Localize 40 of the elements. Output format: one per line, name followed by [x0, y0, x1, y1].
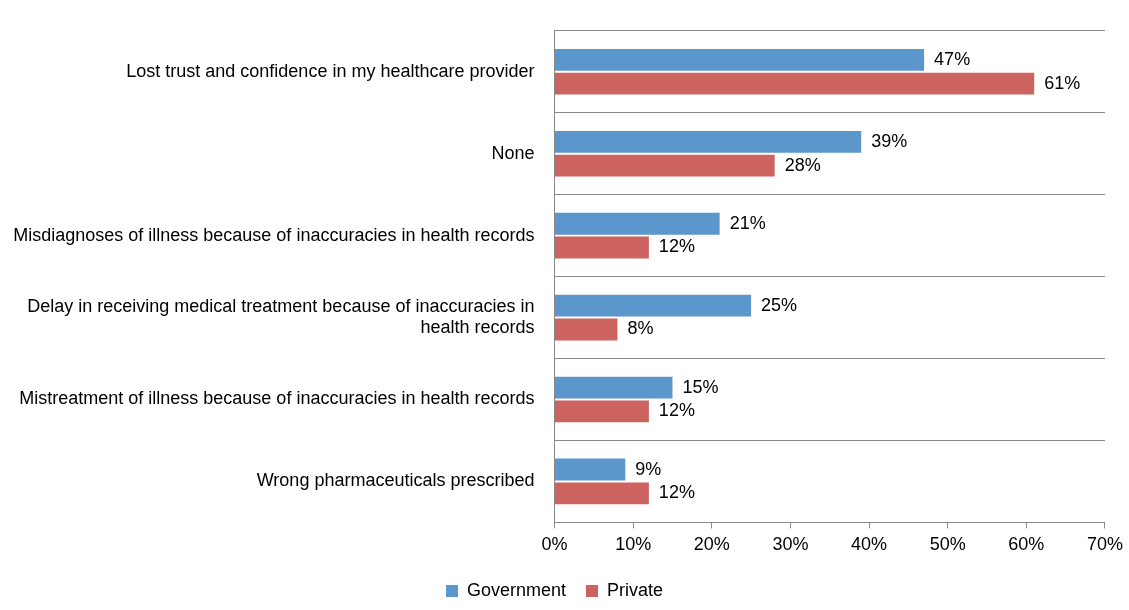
data-label: 12%: [658, 400, 695, 421]
legend-label: Private: [607, 579, 664, 600]
data-label: 25%: [761, 294, 798, 315]
y-tick-label: Misdiagnoses of illness because of inaccuracies in health records: [13, 224, 535, 245]
x-tick-label: 10%: [615, 534, 652, 555]
bar: [555, 154, 775, 177]
data-label: 12%: [658, 482, 695, 503]
bar: [555, 212, 720, 235]
bar: [555, 458, 626, 481]
data-label: 28%: [784, 154, 821, 175]
x-tick-label: 60%: [1008, 534, 1045, 555]
y-tick-label: Mistreatment of illness because of inaccuracies in health records: [19, 388, 535, 409]
bar: [555, 400, 649, 423]
bar: [555, 72, 1035, 95]
bar: [555, 318, 618, 341]
y-tick-label: Lost trust and confidence in my healthcare provider: [126, 60, 535, 81]
legend-label: Government: [466, 579, 567, 600]
x-tick-label: 0%: [541, 534, 568, 555]
x-tick-label: 20%: [693, 534, 730, 555]
bar: [555, 48, 925, 71]
y-tick-label: None: [491, 142, 535, 163]
data-label: 9%: [635, 458, 662, 479]
y-tick-label: Delay in receiving medical treatment because of inaccuracies in health records: [27, 295, 535, 338]
data-label: 61%: [1044, 72, 1081, 93]
bar: [555, 376, 673, 399]
x-tick-label: 30%: [772, 534, 809, 555]
bar: [555, 130, 862, 153]
x-tick-label: 40%: [851, 534, 888, 555]
data-label: 15%: [682, 376, 719, 397]
data-label: 39%: [871, 130, 908, 151]
y-tick-label: Wrong pharmaceuticals prescribed: [256, 470, 535, 491]
data-label: 12%: [658, 236, 695, 257]
bar: [555, 294, 752, 317]
bar: [555, 236, 649, 259]
bar: [555, 482, 649, 505]
data-label: 21%: [729, 212, 766, 233]
x-tick-label: 50%: [929, 534, 966, 555]
data-label: 47%: [934, 48, 971, 69]
x-tick-label: 70%: [1086, 534, 1123, 555]
data-label: 8%: [627, 318, 654, 339]
